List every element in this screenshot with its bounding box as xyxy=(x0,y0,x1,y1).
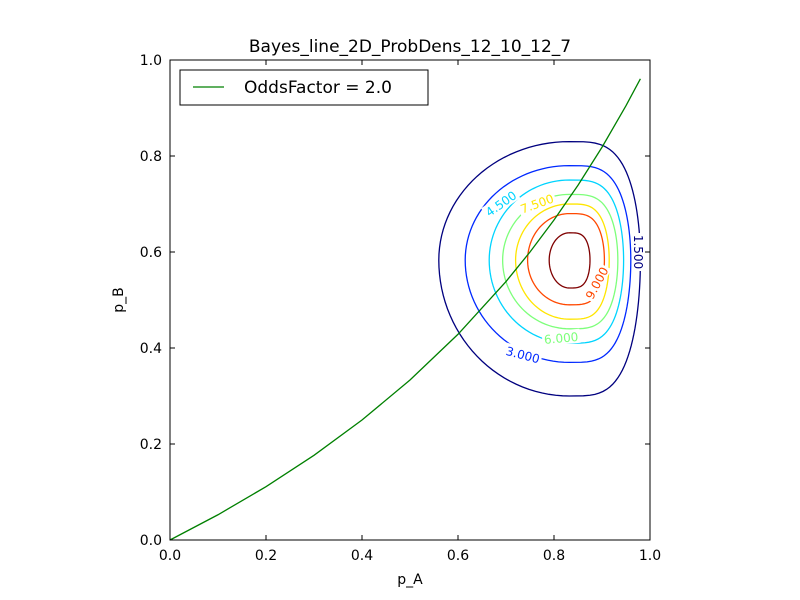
x-tick-label-1: 0.2 xyxy=(255,548,277,564)
y-tick-label-3: 0.6 xyxy=(140,245,162,261)
series-line-1 xyxy=(169,78,641,541)
y-tick-label-0: 0.0 xyxy=(140,533,162,549)
x-tick-label-3: 0.6 xyxy=(447,548,469,564)
legend-label: OddsFactor = 2.0 xyxy=(244,78,392,98)
x-tick-label-5: 1.0 xyxy=(639,548,661,564)
x-tick-label-0: 0.0 xyxy=(159,548,181,564)
contour-line-7 xyxy=(548,232,591,289)
contour-label-bg-5 xyxy=(581,262,612,303)
contour-line-2 xyxy=(464,164,632,364)
contour-label-bg-1 xyxy=(632,233,646,271)
axes-layer: 0.0 0.2 0.4 0.6 0.8 1.0 0.0 0.2 0.4 0.6 0.8 1.0 xyxy=(140,53,661,564)
x-axis-label: p_A xyxy=(397,572,423,588)
y-tick-label-5: 1.0 xyxy=(140,53,162,69)
series-layer xyxy=(169,78,641,541)
contour-label-1: 1.500 xyxy=(631,235,645,269)
contour-line-5 xyxy=(514,203,610,320)
y-tick-label-4: 0.8 xyxy=(140,149,162,165)
x-tick-label-4: 0.8 xyxy=(543,548,565,564)
contour-label-bg-3 xyxy=(481,186,521,220)
legend: OddsFactor = 2.0 xyxy=(179,69,429,106)
contour-label-bg-6 xyxy=(541,328,581,347)
contour-label-bg-4 xyxy=(516,189,558,217)
chart-title: Bayes_line_2D_ProbDens_12_10_12_7 xyxy=(249,37,571,57)
y-tick-label-1: 0.2 xyxy=(140,437,162,453)
contour-label-6: 6.000 xyxy=(543,330,578,347)
contour-label-bg-2 xyxy=(502,342,544,366)
y-axis-label: p_B xyxy=(111,287,127,313)
contour-line-4 xyxy=(501,193,619,330)
contour-line-3 xyxy=(488,179,625,344)
plot-frame xyxy=(169,59,651,541)
x-tick-label-2: 0.4 xyxy=(351,548,373,564)
contour-line-1 xyxy=(438,140,642,397)
y-tick-label-2: 0.4 xyxy=(140,341,162,357)
